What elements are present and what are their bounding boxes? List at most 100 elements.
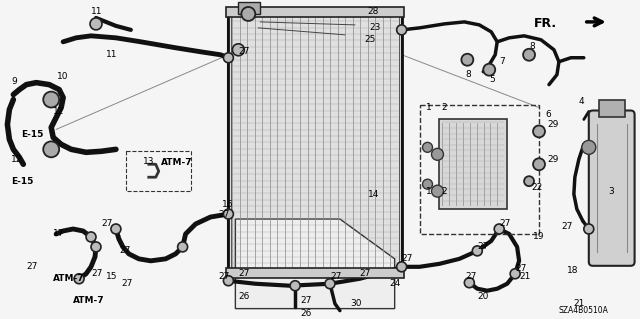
Text: 2: 2	[442, 187, 447, 196]
Circle shape	[290, 281, 300, 291]
Text: 27: 27	[477, 242, 489, 251]
Text: 29: 29	[547, 155, 558, 164]
Bar	[238, 2, 260, 14]
Text: 19: 19	[533, 233, 545, 241]
Text: 24: 24	[390, 279, 401, 288]
Text: 12: 12	[53, 107, 65, 116]
Circle shape	[524, 176, 534, 186]
Text: 28: 28	[368, 7, 379, 17]
Text: 26: 26	[300, 309, 312, 318]
Text: 27: 27	[360, 269, 371, 278]
Circle shape	[523, 49, 535, 61]
Bar	[440, 120, 507, 209]
Text: 10: 10	[57, 72, 68, 81]
FancyBboxPatch shape	[589, 110, 635, 266]
Text: 12: 12	[12, 155, 23, 164]
Circle shape	[533, 125, 545, 137]
Circle shape	[90, 18, 102, 30]
Circle shape	[44, 92, 59, 108]
Text: 27: 27	[26, 262, 38, 271]
Text: 27: 27	[300, 296, 312, 305]
Bar	[232, 15, 399, 270]
Text: 27: 27	[561, 222, 572, 232]
Circle shape	[44, 141, 59, 157]
Text: 27: 27	[515, 264, 527, 273]
Bar	[228, 12, 402, 273]
Text: ATM-7: ATM-7	[73, 296, 105, 305]
Text: 18: 18	[567, 266, 579, 275]
Circle shape	[461, 54, 474, 66]
Circle shape	[111, 224, 121, 234]
Text: 7: 7	[499, 57, 505, 66]
Bar	[228, 12, 402, 273]
Text: 30: 30	[350, 299, 362, 308]
Text: 26: 26	[238, 292, 250, 301]
Text: 27: 27	[238, 269, 250, 278]
Circle shape	[397, 262, 406, 272]
Text: 2: 2	[442, 103, 447, 112]
Text: 27: 27	[119, 246, 131, 256]
Text: 1: 1	[426, 187, 431, 196]
Text: 27: 27	[238, 47, 250, 56]
Circle shape	[223, 209, 234, 219]
Text: 29: 29	[547, 120, 558, 129]
Text: 27: 27	[499, 219, 511, 228]
Text: 27: 27	[218, 272, 230, 281]
Text: 6: 6	[545, 110, 551, 119]
Text: 22: 22	[531, 183, 542, 192]
Text: 27: 27	[218, 210, 230, 219]
Text: 20: 20	[477, 292, 489, 301]
Text: 13: 13	[143, 157, 154, 166]
Circle shape	[223, 276, 234, 286]
Text: 9: 9	[12, 77, 17, 86]
Circle shape	[431, 148, 444, 160]
Text: 15: 15	[106, 272, 118, 281]
Circle shape	[422, 142, 433, 152]
Text: 25: 25	[365, 35, 376, 44]
Text: 8: 8	[465, 70, 471, 79]
Text: SZA4B0510A: SZA4B0510A	[559, 306, 609, 315]
Text: 1: 1	[426, 103, 431, 112]
Text: 3: 3	[609, 187, 614, 196]
Text: ATM-7: ATM-7	[53, 274, 85, 283]
Text: FR.: FR.	[534, 18, 557, 30]
Text: 27: 27	[330, 272, 341, 281]
Text: 21: 21	[573, 299, 584, 308]
Circle shape	[582, 140, 596, 154]
Bar	[227, 7, 404, 17]
Text: 5: 5	[489, 75, 495, 84]
Circle shape	[325, 279, 335, 289]
Text: 27: 27	[101, 219, 113, 228]
Circle shape	[584, 224, 594, 234]
Text: 17: 17	[53, 229, 65, 239]
Circle shape	[232, 44, 244, 56]
Text: E-15: E-15	[21, 130, 44, 139]
Circle shape	[472, 246, 483, 256]
Circle shape	[397, 25, 406, 35]
Text: 27: 27	[465, 272, 477, 281]
Text: E-15: E-15	[12, 177, 34, 186]
Text: 8: 8	[529, 42, 535, 51]
Text: 27: 27	[91, 269, 102, 278]
Bar	[599, 100, 625, 117]
Circle shape	[422, 179, 433, 189]
Text: ATM-7: ATM-7	[161, 158, 193, 167]
Polygon shape	[236, 219, 395, 308]
Text: 23: 23	[370, 23, 381, 32]
Text: 14: 14	[368, 189, 379, 199]
Circle shape	[465, 278, 474, 288]
Circle shape	[74, 274, 84, 284]
Bar	[126, 151, 191, 191]
Circle shape	[494, 224, 504, 234]
Circle shape	[431, 185, 444, 197]
Circle shape	[533, 158, 545, 170]
Circle shape	[86, 232, 96, 242]
Text: 27: 27	[402, 254, 413, 263]
Circle shape	[223, 53, 234, 63]
Bar	[420, 105, 539, 234]
Text: 11: 11	[106, 50, 118, 59]
Bar	[227, 268, 404, 278]
Circle shape	[241, 7, 255, 21]
Text: 16: 16	[223, 200, 234, 209]
Circle shape	[178, 242, 188, 252]
